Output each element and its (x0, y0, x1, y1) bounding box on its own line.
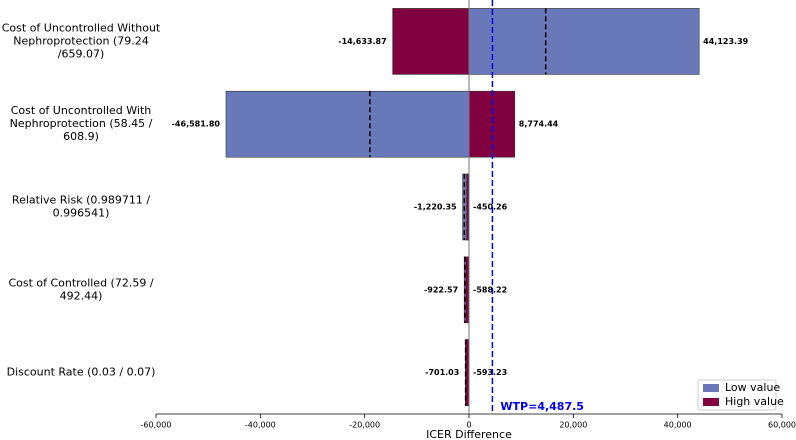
x-tick-label: -40,000 (245, 421, 276, 430)
legend-swatch (703, 398, 719, 406)
value-label: -593.23 (473, 368, 507, 377)
y-tick-label: Relative Risk (0.989711 /0.996541) (12, 194, 150, 220)
value-label: -922.57 (424, 285, 458, 294)
legend-swatch (703, 384, 719, 392)
x-tick-label: -20,000 (349, 421, 380, 430)
value-label: -14,633.87 (338, 37, 386, 46)
legend-label: Low value (725, 381, 780, 394)
x-axis-label: ICER Difference (426, 428, 512, 440)
y-tick-label: Cost of Uncontrolled Without Nephroprotec… (2, 21, 161, 60)
x-tick-label: 40,000 (664, 421, 692, 430)
x-tick-label: -60,000 (141, 421, 172, 430)
y-tick-label: Discount Rate (0.03 / 0.07) (7, 366, 156, 379)
bar (392, 8, 470, 75)
bar (225, 90, 470, 158)
value-label: 8,774.44 (519, 120, 559, 129)
y-tick-label: Cost of Uncontrolled With Nephroprotectio… (10, 104, 153, 143)
x-tick-label: 60,000 (768, 421, 796, 430)
value-label: 44,123.39 (703, 37, 748, 46)
value-label: -588.22 (473, 285, 507, 294)
value-label: -1,220.35 (414, 203, 457, 212)
legend-label: High value (725, 395, 784, 408)
x-tick-label: 0 (466, 421, 471, 430)
wtp-label: WTP=4,487.5 (500, 400, 584, 413)
x-tick-label: 20,000 (559, 421, 587, 430)
value-label: -46,581.80 (172, 120, 221, 129)
y-tick-label: Cost of Controlled (72.59 /492.44) (8, 276, 153, 302)
bar (468, 8, 700, 75)
value-label: -450.26 (473, 203, 508, 212)
value-label: -701.03 (425, 368, 459, 377)
